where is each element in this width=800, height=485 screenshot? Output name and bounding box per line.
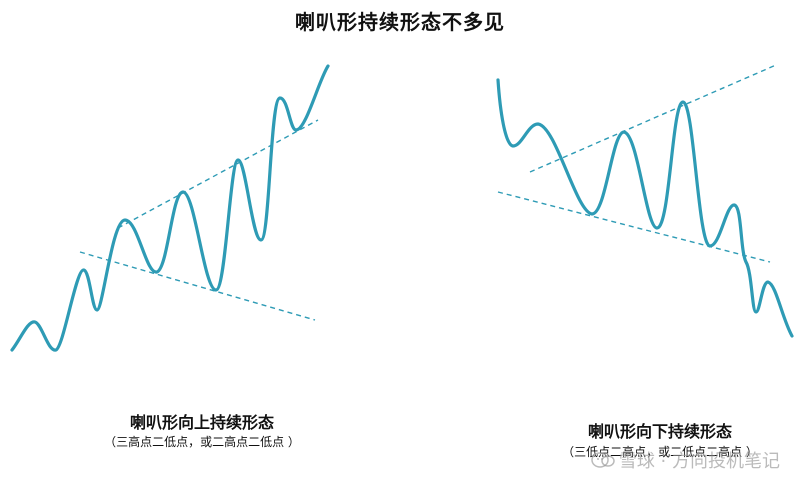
- snowball-logo-icon: [591, 451, 615, 469]
- right-price-line: [496, 78, 794, 338]
- left-upper-trendline: [117, 119, 319, 229]
- right-panel-caption: 喇叭形向下持续形态: [587, 422, 732, 441]
- left-panel-chart: [10, 64, 330, 352]
- left-panel-subcaption: （三高点二低点，或二高点二低点 ）: [104, 435, 300, 449]
- left-price-line: [10, 64, 330, 352]
- right-upper-trendline: [529, 64, 777, 173]
- page-title: 喇叭形持续形态不多见: [295, 10, 505, 34]
- right-lower-trendline: [497, 191, 771, 263]
- right-panel-subcaption: （三低点二高点，或二低点二高点 ）: [562, 445, 758, 459]
- watermark-text: 雪球 · 方向投机笔记: [618, 451, 780, 472]
- left-panel-caption: 喇叭形向上持续形态: [129, 413, 274, 432]
- watermark: 雪球 · 方向投机笔记: [591, 447, 780, 473]
- left-lower-trendline: [79, 251, 316, 321]
- right-panel-chart: [496, 64, 794, 338]
